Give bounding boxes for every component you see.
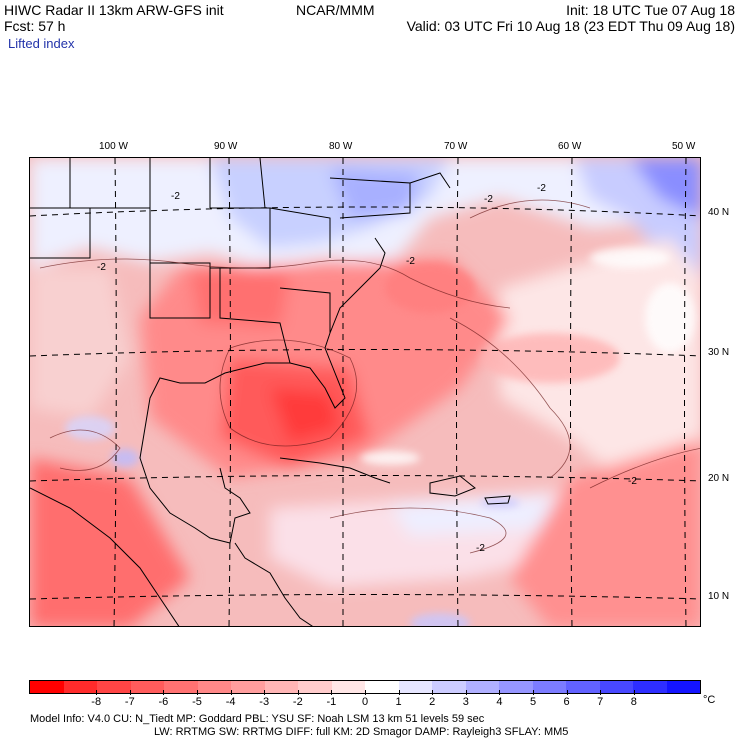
contour-label: -2 xyxy=(406,256,415,267)
colorbar-swatch xyxy=(599,681,633,693)
colorbar-tick-label: -8 xyxy=(91,696,102,708)
colorbar-tick-mark xyxy=(264,690,266,695)
contour-label: -2 xyxy=(484,194,493,205)
model-info-line2: LW: RRTMG SW: RRTMG DIFF: full KM: 2D Sm… xyxy=(154,726,569,738)
colorbar-unit: °C xyxy=(703,694,716,706)
lat-label-20n: 20 N xyxy=(708,473,730,484)
lat-label-10n: 10 N xyxy=(708,591,730,602)
colorbar-swatch xyxy=(298,681,332,693)
colorbar-tick-mark xyxy=(163,690,165,695)
colorbar-tick-label: 7 xyxy=(597,696,604,708)
colorbar-tick-mark xyxy=(398,690,400,695)
colorbar-swatch xyxy=(666,681,700,693)
colorbar-tick-label: -4 xyxy=(225,696,236,708)
colorbar-swatch xyxy=(532,681,566,693)
colorbar-tick-mark xyxy=(297,690,299,695)
colorbar-tick-mark xyxy=(96,690,98,695)
lat-label-30n: 30 N xyxy=(708,347,730,358)
colorbar-tick-label: 5 xyxy=(529,696,537,708)
colorbar-swatch xyxy=(30,681,64,693)
colorbar-swatch xyxy=(398,681,432,693)
lon-label-60w: 60 W xyxy=(558,141,582,152)
colorbar-swatch xyxy=(130,681,164,693)
colorbar-tick-mark xyxy=(633,690,635,695)
colorbar-swatch xyxy=(465,681,499,693)
lat-lon-grid xyxy=(30,158,700,626)
contours xyxy=(39,199,700,554)
model-title: HIWC Radar II 13km ARW-GFS init xyxy=(4,2,224,18)
colorbar-swatch xyxy=(365,681,399,693)
organization-label: NCAR/MMM xyxy=(296,2,375,18)
colorbar-swatch xyxy=(633,681,667,693)
colorbar-tick-mark xyxy=(365,690,366,695)
lon-label-50w: 50 W xyxy=(672,141,696,152)
model-info-line1: Model Info: V4.0 CU: N_Tiedt MP: Goddard… xyxy=(30,713,485,725)
colorbar xyxy=(29,680,701,694)
colorbar-tick-label: -3 xyxy=(259,696,270,708)
colorbar-tick-mark xyxy=(197,690,198,695)
colorbar-tick-label: 4 xyxy=(496,696,503,708)
contour-label: -2 xyxy=(476,543,485,554)
colorbar-swatch xyxy=(231,681,265,693)
valid-time: Valid: 03 UTC Fri 10 Aug 18 (23 EDT Thu … xyxy=(406,18,735,34)
colorbar-tick-label: 6 xyxy=(563,696,570,708)
field-detail xyxy=(65,248,695,626)
contour-label: -2 xyxy=(628,476,637,487)
colorbar-tick-mark xyxy=(600,690,602,695)
colorbar-tick-mark xyxy=(465,690,467,695)
lon-label-80w: 80 W xyxy=(329,141,353,152)
colorbar-tick-label: 0 xyxy=(361,696,369,708)
colorbar-swatch xyxy=(499,681,533,693)
contour-label: -2 xyxy=(97,262,106,273)
colorbar-swatch xyxy=(97,681,131,693)
colorbar-swatch xyxy=(432,681,466,693)
contour-label: -2 xyxy=(171,191,180,202)
colorbar-tick-label: -2 xyxy=(292,696,303,708)
forecast-hour: Fcst: 57 h xyxy=(4,18,66,34)
lon-label-100w: 100 W xyxy=(99,141,128,152)
colorbar-tick-mark xyxy=(432,690,434,695)
contour-label: -2 xyxy=(537,183,546,194)
colorbar-tick-label: 3 xyxy=(462,696,469,708)
lat-label-40n: 40 N xyxy=(708,207,730,218)
colorbar-tick-mark xyxy=(533,690,534,695)
colorbar-tick-label: -1 xyxy=(326,696,337,708)
lon-label-70w: 70 W xyxy=(444,141,468,152)
colorbar-tick-mark xyxy=(331,690,333,695)
colorbar-swatch xyxy=(63,681,97,693)
colorbar-swatch xyxy=(164,681,198,693)
colorbar-tick-mark xyxy=(499,690,501,695)
colorbar-tick-label: 2 xyxy=(429,696,436,708)
colorbar-swatch xyxy=(264,681,298,693)
colorbar-tick-label: -6 xyxy=(158,696,169,708)
colorbar-tick-label: -5 xyxy=(192,696,202,708)
colorbar-tick-label: -7 xyxy=(124,696,135,708)
colorbar-swatch xyxy=(331,681,365,693)
colorbar-swatch xyxy=(197,681,231,693)
colorbar-tick-label: 8 xyxy=(630,696,637,708)
lon-label-90w: 90 W xyxy=(214,141,238,152)
field-name: Lifted index xyxy=(8,36,75,51)
map-canvas xyxy=(30,158,700,626)
colorbar-tick-mark xyxy=(230,690,232,695)
lifted-index-map: -2 -2 -2 -2 -2 -2 -2 xyxy=(29,157,701,627)
colorbar-tick-mark xyxy=(566,690,568,695)
colorbar-swatch xyxy=(566,681,600,693)
init-time: Init: 18 UTC Tue 07 Aug 18 xyxy=(566,2,735,18)
colorbar-tick-mark xyxy=(129,690,131,695)
colorbar-tick-label: 1 xyxy=(395,696,402,708)
